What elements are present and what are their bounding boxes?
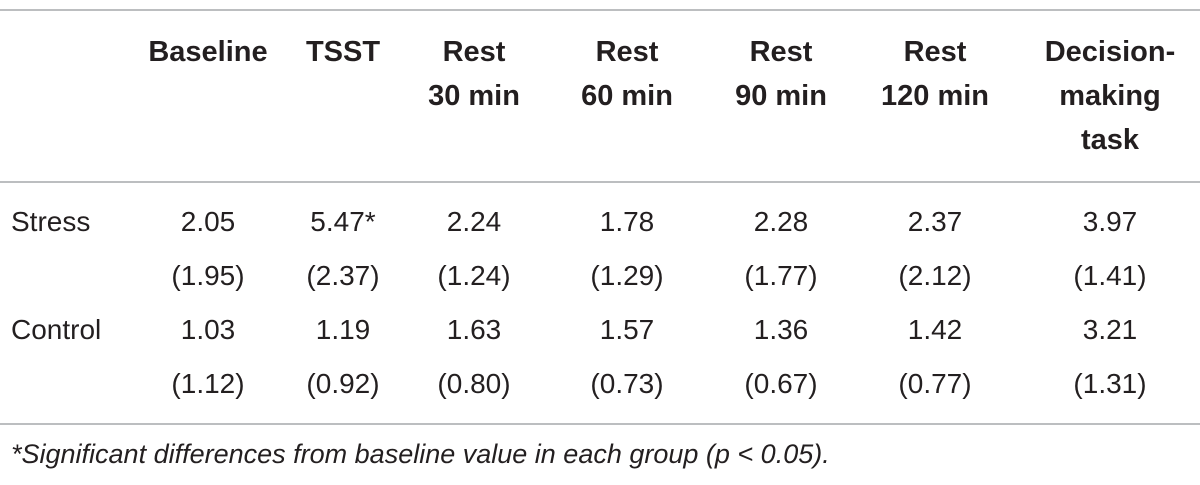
- column-header-rest-60: Rest 60 min: [581, 36, 673, 112]
- control-decision-sd: (1.31): [1073, 368, 1147, 399]
- table-header-rule: [0, 181, 1200, 183]
- table-footnote: *Significant differences from baseline v…: [11, 439, 830, 469]
- control-baseline-mean: 1.03: [180, 314, 236, 345]
- stress-rest120-sd: (2.12): [898, 260, 972, 291]
- control-rest60-mean: 1.57: [599, 314, 655, 345]
- column-header-rest-90: Rest 90 min: [735, 36, 827, 112]
- control-tsst-mean: 1.19: [315, 314, 371, 345]
- control-rest30-mean: 1.63: [446, 314, 502, 345]
- stress-rest90-sd: (1.77): [744, 260, 818, 291]
- control-rest90-sd: (0.67): [744, 368, 818, 399]
- stress-rest30-sd: (1.24): [437, 260, 511, 291]
- row-label-stress: Stress: [11, 206, 91, 237]
- column-header-rest-120: Rest 120 min: [881, 36, 989, 112]
- control-tsst-sd: (0.92): [306, 368, 380, 399]
- control-rest30-sd: (0.80): [437, 368, 511, 399]
- control-rest120-sd: (0.77): [898, 368, 972, 399]
- stress-rest120-mean: 2.37: [907, 206, 963, 237]
- stress-rest60-sd: (1.29): [590, 260, 664, 291]
- column-header-tsst: TSST: [305, 36, 381, 68]
- column-header-rest-30: Rest 30 min: [428, 36, 520, 112]
- control-decision-mean: 3.21: [1082, 314, 1138, 345]
- row-label-control: Control: [11, 314, 102, 345]
- control-rest60-sd: (0.73): [590, 368, 664, 399]
- control-baseline-sd: (1.12): [171, 368, 245, 399]
- column-header-decision-making-task: Decision- making task: [1044, 36, 1176, 156]
- table-top-rule: [0, 9, 1200, 11]
- control-rest90-mean: 1.36: [753, 314, 809, 345]
- stress-tsst-sd: (2.37): [306, 260, 380, 291]
- column-header-baseline: Baseline: [148, 36, 268, 68]
- stress-baseline-sd: (1.95): [171, 260, 245, 291]
- stress-decision-sd: (1.41): [1073, 260, 1147, 291]
- control-rest120-mean: 1.42: [907, 314, 963, 345]
- stress-rest90-mean: 2.28: [753, 206, 809, 237]
- stress-baseline-mean: 2.05: [180, 206, 236, 237]
- stress-rest60-mean: 1.78: [599, 206, 655, 237]
- table-bottom-rule: [0, 423, 1200, 425]
- stress-tsst-mean: 5.47*: [310, 206, 376, 237]
- stress-rest30-mean: 2.24: [446, 206, 502, 237]
- stress-decision-mean: 3.97: [1082, 206, 1138, 237]
